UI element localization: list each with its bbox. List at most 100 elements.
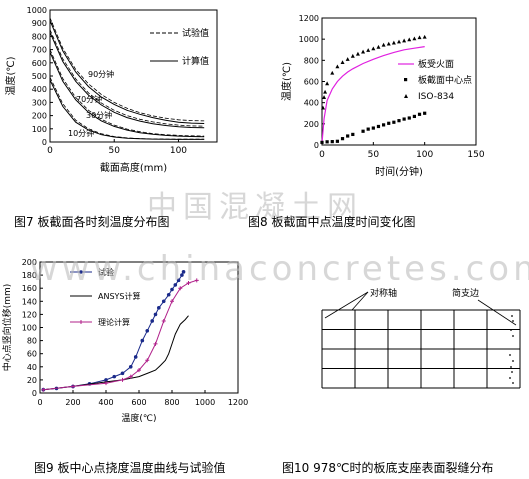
legend-marker-theory: [79, 320, 83, 324]
data-point-test: [170, 287, 174, 292]
y-tick-label: 0: [314, 141, 319, 150]
data-point-iso: [361, 49, 366, 54]
y-tick-label: 180: [22, 271, 37, 280]
legend-swatch-iso: [404, 94, 408, 98]
y-tick-label: 900: [32, 19, 47, 28]
caption-fig10: 图10 978℃时的板底支座表面裂缝分布: [282, 459, 494, 476]
crack-mark: [512, 360, 514, 362]
crack-mark: [510, 366, 512, 368]
series-line: [43, 315, 189, 391]
data-point-iso: [417, 35, 422, 40]
y-axis-label: 中心点竖向位移(mm): [1, 284, 13, 372]
crack-mark: [511, 315, 513, 317]
data-point-test: [173, 283, 178, 287]
data-point-theory: [71, 384, 75, 389]
x-tick-label: 200: [65, 398, 80, 407]
data-point-theory: [161, 318, 166, 323]
data-point-iso: [376, 44, 381, 49]
series-line: [49, 51, 205, 138]
watermark-cn: 中国混凝土网: [147, 190, 363, 225]
data-point-iso: [407, 37, 412, 42]
crack-mark: [512, 382, 514, 384]
y-tick-label: 80: [27, 337, 37, 346]
data-point-theory: [128, 374, 133, 379]
series-line: [49, 32, 205, 129]
legend-label: ANSYS计算: [98, 291, 141, 301]
legend-label: 试验: [98, 267, 114, 277]
data-point-test: [161, 299, 166, 304]
data-point-center: [423, 111, 427, 115]
x-tick-label: 0: [319, 150, 325, 160]
y-tick-label: 0: [32, 389, 37, 398]
data-point-center: [330, 140, 334, 144]
x-tick-label: 800: [164, 398, 179, 407]
x-tick-label: 100: [416, 150, 433, 160]
x-tick-label: 0: [37, 398, 42, 407]
x-tick-label: 150: [467, 150, 484, 160]
curve-label: 30分钟: [86, 110, 112, 120]
data-point-iso: [391, 40, 396, 45]
x-tick-label: 400: [98, 398, 113, 407]
data-point-test: [153, 312, 158, 317]
chart-deflection-vs-temperature: 0 20 40 60 80 100 120 140 160 180 200 0 200 400 600 800…: [1, 258, 248, 424]
y-tick-label: 800: [304, 56, 319, 65]
series-line: [49, 20, 205, 124]
legend-swatch-center: [404, 78, 408, 82]
data-point-theory: [178, 286, 183, 291]
curve-label: 10分钟: [68, 128, 94, 138]
data-point-center: [376, 124, 381, 129]
legend-label: 计算值: [182, 55, 209, 67]
data-point-center: [392, 120, 396, 124]
data-point-test: [112, 374, 117, 379]
data-point-center: [407, 116, 411, 120]
legend-label: 理论计算: [98, 317, 130, 327]
data-point-theory: [145, 358, 150, 363]
crack-mark: [511, 371, 513, 373]
data-point-iso: [325, 81, 330, 86]
x-tick-label: 50: [368, 150, 380, 160]
data-point-test: [120, 371, 125, 376]
data-point-theory: [41, 387, 46, 392]
y-tick-label: 500: [32, 72, 47, 81]
data-point-theory: [153, 341, 158, 346]
chart-temperature-vs-time: 0 200 400 600 800 1000 1200 0 50 100 150 时间(分钟) 温度(℃…: [280, 14, 485, 178]
data-point-center: [320, 140, 324, 144]
y-tick-label: 60: [27, 350, 37, 359]
series-line: [49, 77, 205, 140]
y-tick-label: 0: [42, 138, 47, 147]
data-point-test: [104, 378, 108, 382]
y-axis-label: 温度(℃): [280, 62, 293, 101]
y-axis-label: 温度(℃): [4, 56, 17, 95]
series-line: [49, 29, 205, 127]
data-point-iso: [323, 89, 328, 94]
data-point-center: [366, 127, 370, 131]
y-tick-label: 400: [304, 99, 319, 108]
crack-mark: [512, 335, 514, 337]
x-axis-label: 时间(分钟): [375, 165, 423, 178]
caption-fig8: 图8 板截面中点温度时间变化图: [248, 215, 416, 229]
y-tick-label: 200: [22, 258, 37, 267]
watermark: 中国混凝土网 www.chinaconcretes.com: [30, 190, 529, 289]
data-point-center: [335, 139, 339, 143]
x-tick-label: 1000: [195, 398, 215, 407]
caption-fig9: 图9 板中心点挠度温度曲线与试验值: [34, 461, 226, 475]
data-point-test: [128, 365, 133, 369]
data-point-iso: [366, 48, 371, 52]
data-point-iso: [345, 57, 350, 61]
y-tick-label: 600: [32, 59, 47, 68]
data-point-test: [166, 292, 171, 297]
data-point-iso: [330, 70, 335, 75]
y-tick-label: 1200: [299, 14, 319, 23]
x-tick-label: 100: [170, 146, 187, 156]
data-point-iso: [322, 95, 327, 99]
y-tick-label: 200: [304, 120, 319, 129]
curve-label: 90分钟: [88, 69, 114, 79]
data-point-iso: [397, 39, 401, 44]
y-tick-label: 800: [32, 32, 47, 41]
x-axis-label: 温度(℃): [121, 412, 156, 424]
data-point-test: [145, 328, 150, 333]
y-tick-label: 200: [32, 112, 47, 121]
data-point-center: [351, 132, 355, 137]
x-axis-label: 截面高度(mm): [100, 161, 167, 174]
